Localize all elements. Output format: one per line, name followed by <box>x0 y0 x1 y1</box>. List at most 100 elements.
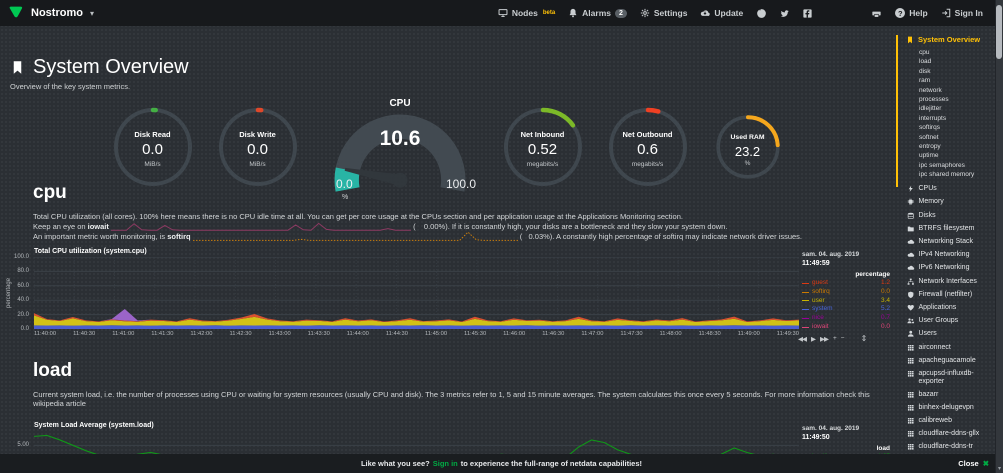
legend-dash-icon <box>802 318 809 320</box>
sign-in-link[interactable]: Sign in <box>432 459 458 468</box>
sidebar-item-softirqs[interactable]: softirqs <box>919 124 940 132</box>
cloud-icon <box>907 251 915 259</box>
help-button[interactable]: ? Help <box>895 8 928 18</box>
sidebar-item-processes[interactable]: processes <box>919 96 949 104</box>
sidebar-item-user-groups[interactable]: User Groups <box>902 317 993 325</box>
resize-handle-icon[interactable]: ⇕ <box>860 334 868 343</box>
active-section-indicator <box>896 35 898 187</box>
sidebar-item-calibreweb[interactable]: calibreweb <box>902 417 993 425</box>
close-banner-button[interactable]: Close ✖ <box>958 459 989 468</box>
sidebar-item-disk[interactable]: disk <box>919 67 931 75</box>
legend-item-nice[interactable]: nice 0.7 <box>802 314 890 323</box>
grid-icon <box>907 370 915 378</box>
toolbox-button[interactable]: ▶▶ <box>820 335 829 343</box>
toolbox-button[interactable]: − <box>840 335 845 342</box>
node-selector[interactable]: Nostromo ▾ <box>8 5 94 21</box>
sidebar-item-entropy[interactable]: entropy <box>919 143 941 151</box>
sidebar-item-cloudflare-ddns-gllx[interactable]: cloudflare-ddns-gllx <box>902 430 993 438</box>
grid-icon <box>907 417 915 425</box>
sidebar-item-softnet[interactable]: softnet <box>919 133 939 141</box>
settings-button[interactable]: Settings <box>640 8 687 18</box>
toolbox-button[interactable]: ▶ <box>811 335 816 343</box>
legend-item-guest[interactable]: guest 1.2 <box>802 279 890 288</box>
gauge-net-inbound[interactable]: Net Inbound 0.52 megabits/s <box>490 98 595 198</box>
legend-date: sam. 04. aug. 2019 <box>802 251 860 258</box>
gauge-net-outbound[interactable]: Net Outbound 0.6 megabits/s <box>595 98 700 198</box>
scrollbar[interactable]: ▾ <box>995 0 1003 473</box>
sidebar-item-disks[interactable]: Disks <box>902 211 993 220</box>
pie-ring <box>715 115 780 179</box>
chart-toolbox: ◀◀ ▶ ▶▶ + − ⇕ <box>798 334 884 343</box>
sidebar-item-applications[interactable]: Applications <box>902 304 993 312</box>
sidebar-item-apacheguacamole[interactable]: apacheguacamole <box>902 357 993 365</box>
sidebar-item-network[interactable]: network <box>919 86 942 94</box>
sidebar-item-cpus[interactable]: CPUs <box>902 185 993 193</box>
sidebar-item-airconnect[interactable]: airconnect <box>902 344 993 352</box>
sidebar-item-system-overview[interactable]: System Overview <box>906 35 993 44</box>
sidebar-menu: System Overview cpu load disk ram network pro… <box>896 27 995 454</box>
update-button[interactable]: Update <box>700 8 743 18</box>
legend-item-user[interactable]: user 3.4 <box>802 297 890 306</box>
sidebar-item-ipc-shared-memory[interactable]: ipc shared memory <box>919 171 975 179</box>
scrollbar-thumb[interactable] <box>996 5 1002 59</box>
sidebar-item-binhex-delugevpn[interactable]: binhex-delugevpn <box>902 404 993 412</box>
legend-item-iowait[interactable]: iowait 0.0 <box>802 323 890 332</box>
x-tick: 11:43:00 <box>268 331 291 337</box>
sidebar-item-ram[interactable]: ram <box>919 77 931 85</box>
sitemap-icon <box>907 278 915 286</box>
x-tick: 11:49:30 <box>776 331 799 337</box>
bell-icon <box>568 8 578 18</box>
legend-item-system[interactable]: system 5.2 <box>802 305 890 314</box>
scrollbar-down-arrow[interactable]: ▾ <box>997 466 1001 472</box>
sidebar-item-bazarr[interactable]: bazarr <box>902 391 993 399</box>
nodes-button[interactable]: Nodes beta <box>498 8 555 18</box>
gauge-disk-write[interactable]: Disk Write 0.0 MiB/s <box>205 98 310 198</box>
topbar: Nostromo ▾ Nodes beta Alarms 2 Settings … <box>0 0 995 26</box>
iowait-sparkline[interactable] <box>111 221 411 231</box>
sidebar-item-ipv4-networking[interactable]: IPv4 Networking <box>902 251 993 259</box>
sidebar-item-ipv6-networking[interactable]: IPv6 Networking <box>902 264 993 272</box>
sign-in-button[interactable]: Sign In <box>941 8 983 18</box>
facebook-icon[interactable] <box>802 8 813 19</box>
bookmark-icon <box>10 60 25 75</box>
alarms-count-badge: 2 <box>614 8 627 18</box>
sidebar-item-cpu[interactable]: cpu <box>919 49 930 56</box>
print-icon[interactable] <box>871 8 882 19</box>
twitter-icon[interactable] <box>779 8 790 19</box>
sidebar-item-ipc-semaphores[interactable]: ipc semaphores <box>919 161 965 169</box>
x-tick: 11:45:30 <box>464 331 487 337</box>
x-tick: 11:43:30 <box>307 331 330 337</box>
legend-dash-icon <box>802 291 809 293</box>
upload-icon[interactable] <box>848 8 859 19</box>
toolbox-button[interactable]: + <box>833 335 837 342</box>
sidebar-item-interrupts[interactable]: interrupts <box>919 114 947 122</box>
sidebar-item-network-interfaces[interactable]: Network Interfaces <box>902 277 993 286</box>
cpu-chart-plot[interactable] <box>34 257 799 329</box>
sidebar-item-btrfs-filesystem[interactable]: BTRFS filesystem <box>902 225 993 233</box>
legend-item-softirq[interactable]: softirq 0.0 <box>802 288 890 297</box>
sidebar-item-cloudflare-ddns-tr[interactable]: cloudflare-ddns-tr <box>902 443 993 451</box>
sidebar-item-load[interactable]: load <box>919 58 932 66</box>
download-icon[interactable] <box>825 8 836 19</box>
beta-badge: beta <box>542 10 556 16</box>
sidebar-item-users[interactable]: Users <box>902 330 993 338</box>
softirq-sparkline[interactable] <box>193 231 518 241</box>
github-icon[interactable] <box>756 8 767 19</box>
x-tick: 11:45:00 <box>424 331 448 337</box>
gauge-used-ram[interactable]: Used RAM 23.2 % <box>700 98 795 198</box>
alarms-button[interactable]: Alarms 2 <box>568 8 627 18</box>
sidebar-item-uptime[interactable]: uptime <box>919 152 939 160</box>
y-tick: 100.0 <box>13 254 29 260</box>
sidebar-item-firewall-netfilter-[interactable]: Firewall (netfilter) <box>902 291 993 299</box>
sidebar-item-apcupsd-influxdb-exporter[interactable]: apcupsd-influxdb-exporter <box>902 370 993 385</box>
pie-ring <box>503 107 582 187</box>
sidebar-item-idlejitter[interactable]: idlejitter <box>919 105 942 113</box>
gauge-cpu[interactable]: CPU 10.6 0.0 100.0 % <box>310 98 490 201</box>
legend-value: 1.2 <box>880 279 890 286</box>
sidebar-item-memory[interactable]: Memory <box>902 198 993 206</box>
sidebar-item-networking-stack[interactable]: Networking Stack <box>902 238 993 246</box>
cloud-icon <box>907 264 915 272</box>
x-tick: 11:46:30 <box>542 331 565 337</box>
toolbox-button[interactable]: ◀◀ <box>798 335 807 343</box>
gauge-disk-read[interactable]: Disk Read 0.0 MiB/s <box>100 98 205 198</box>
